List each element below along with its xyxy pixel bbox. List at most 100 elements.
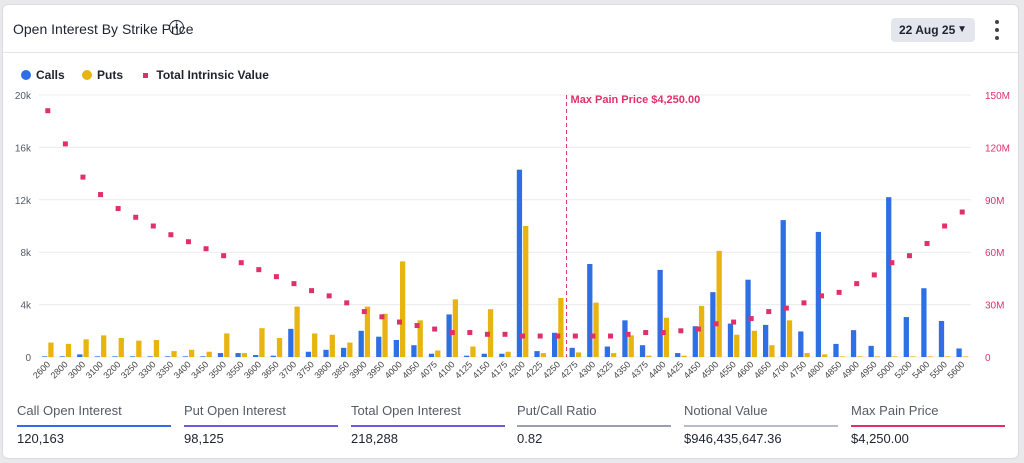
- x-tick-label: 4125: [453, 359, 474, 380]
- put-bar: [101, 335, 107, 357]
- x-tick-label: 3550: [224, 359, 245, 380]
- put-bar: [364, 306, 371, 357]
- stat-label: Total Open Interest: [351, 403, 461, 418]
- stat-put-oi: Put Open Interest 98,125: [184, 401, 338, 449]
- x-tick-label: 3650: [260, 359, 281, 380]
- date-selector[interactable]: 22 Aug 25 ▼: [891, 18, 975, 42]
- call-bar: [499, 353, 505, 357]
- intrinsic-point: [309, 288, 315, 294]
- intrinsic-point: [379, 314, 385, 320]
- intrinsic-point: [608, 333, 614, 339]
- call-bar: [868, 345, 874, 357]
- put-bar: [716, 250, 722, 357]
- call-bar: [587, 263, 593, 357]
- put-bar: [83, 339, 89, 357]
- call-bar: [921, 288, 927, 357]
- y-left-tick-label: 4k: [20, 301, 32, 312]
- x-tick-label: 3600: [242, 359, 263, 380]
- x-tick-label: 4500: [699, 359, 720, 380]
- chevron-down-icon: ▼: [957, 24, 967, 35]
- call-bar: [182, 356, 188, 357]
- x-tick-label: 5200: [893, 359, 914, 380]
- x-tick-label: 3700: [277, 359, 298, 380]
- put-bar: [48, 342, 54, 357]
- x-tick-label: 4200: [506, 359, 527, 380]
- legend-calls[interactable]: Calls: [21, 68, 65, 82]
- call-bar: [446, 314, 452, 357]
- x-tick-label: 4325: [594, 359, 615, 380]
- x-tick-label: 4550: [717, 359, 738, 380]
- stat-label: Put Open Interest: [184, 403, 286, 418]
- x-tick-label: 3350: [154, 359, 175, 380]
- y-left-tick-label: 0: [25, 353, 31, 364]
- put-bar: [962, 356, 968, 357]
- intrinsic-point: [344, 300, 350, 306]
- x-tick-label: 3800: [312, 359, 333, 380]
- intrinsic-point: [520, 333, 526, 339]
- x-tick-label: 4275: [559, 359, 580, 380]
- x-tick-label: 4175: [488, 359, 509, 380]
- call-bar: [94, 356, 101, 357]
- call-bar: [710, 292, 716, 357]
- call-bar: [850, 330, 857, 357]
- stat-label: Notional Value: [684, 403, 768, 418]
- put-bar: [294, 306, 300, 357]
- x-tick-label: 4900: [840, 359, 861, 380]
- x-tick-label: 4075: [418, 359, 439, 380]
- legend-calls-label: Calls: [36, 67, 65, 82]
- call-bar: [77, 354, 83, 357]
- stat-total-oi: Total Open Interest 218,288: [351, 401, 505, 449]
- put-bar: [329, 334, 335, 357]
- put-bar: [65, 343, 72, 357]
- call-bar: [323, 349, 329, 357]
- y-left-tick-label: 20k: [15, 91, 32, 102]
- stat-value: $946,435,647.36: [684, 431, 782, 446]
- stat-value: 0.82: [517, 431, 543, 446]
- kebab-menu-icon[interactable]: [991, 18, 1003, 42]
- put-bar: [558, 298, 564, 357]
- put-bar: [822, 354, 828, 357]
- legend-intrinsic[interactable]: Total Intrinsic Value: [140, 68, 269, 82]
- x-tick-label: 4450: [682, 359, 703, 380]
- calls-swatch: [21, 69, 31, 80]
- stat-underline: [17, 425, 171, 427]
- stat-underline: [851, 425, 1005, 427]
- intrinsic-point: [396, 319, 402, 325]
- intrinsic-point: [854, 281, 860, 287]
- put-bar: [857, 356, 863, 357]
- intrinsic-point: [819, 293, 825, 299]
- intrinsic-point: [660, 330, 666, 336]
- put-bar: [839, 356, 845, 357]
- intrinsic-point: [924, 240, 930, 246]
- intrinsic-point: [326, 293, 332, 299]
- put-bar: [892, 356, 898, 357]
- info-circle-icon[interactable]: i: [169, 20, 184, 35]
- chart-card: Open Interest By Strike Price i 22 Aug 2…: [2, 4, 1019, 459]
- call-bar: [270, 355, 276, 357]
- x-tick-label: 4400: [646, 359, 667, 380]
- call-bar: [938, 320, 945, 357]
- x-tick-label: 3950: [365, 359, 386, 380]
- legend-puts[interactable]: Puts: [82, 68, 123, 82]
- stat-call-oi: Call Open Interest 120,163: [17, 401, 171, 449]
- date-selector-label: 22 Aug 25: [899, 23, 956, 37]
- intrinsic-point: [115, 206, 121, 212]
- put-bar: [769, 345, 775, 357]
- put-bar: [470, 346, 476, 357]
- put-bar: [945, 356, 951, 357]
- x-tick-label: 5600: [945, 359, 966, 380]
- call-bar: [622, 320, 628, 357]
- call-bar: [551, 332, 558, 357]
- put-bar: [909, 356, 916, 357]
- call-bar: [798, 331, 804, 357]
- call-bar: [112, 356, 118, 357]
- intrinsic-point: [889, 260, 895, 266]
- put-bar: [804, 353, 810, 357]
- intrinsic-point: [942, 223, 948, 229]
- x-tick-label: 4850: [822, 359, 843, 380]
- put-bar: [382, 313, 388, 357]
- stat-max-pain: Max Pain Price $4,250.00: [851, 401, 1005, 449]
- call-bar: [59, 356, 65, 357]
- intrinsic-point: [713, 321, 719, 327]
- x-tick-label: 4350: [611, 359, 632, 380]
